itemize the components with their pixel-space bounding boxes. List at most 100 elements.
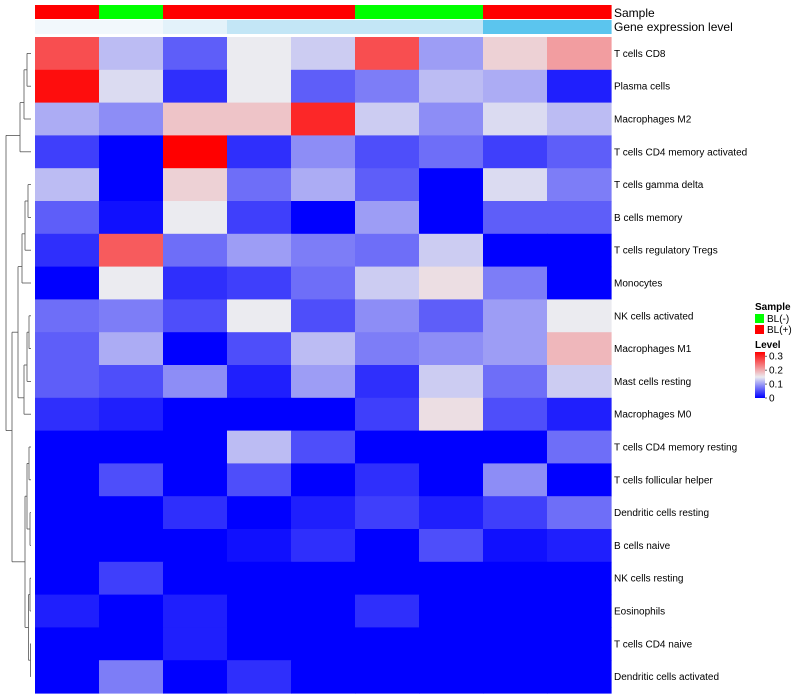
heatmap-cell — [291, 627, 356, 661]
heatmap-cell — [547, 37, 612, 71]
heatmap-cell — [291, 102, 356, 136]
heatmap-cell — [419, 168, 484, 202]
row-label: Dendritic cells activated — [614, 672, 719, 683]
heatmap-cell — [547, 332, 612, 366]
row-label: T cells CD4 memory activated — [614, 147, 747, 158]
row-label: Eosinophils — [614, 607, 665, 618]
heatmap-cell — [483, 496, 548, 530]
heatmap-cell — [99, 594, 164, 628]
heatmap-cell — [35, 627, 100, 661]
heatmap-cell — [227, 102, 292, 136]
row-label: Plasma cells — [614, 82, 670, 93]
gene-expression-annotation-cell — [419, 20, 484, 34]
row-label: NK cells activated — [614, 311, 693, 322]
heatmap-cell — [227, 594, 292, 628]
heatmap-cell — [163, 627, 228, 661]
level-colorbar: 0.3 0.2 0.1 0 — [755, 352, 783, 405]
heatmap-cell — [99, 69, 164, 104]
heatmap-cell — [35, 299, 100, 333]
heatmap-cell — [483, 660, 548, 694]
heatmap-cell — [547, 365, 612, 399]
row-label: T cells CD4 naive — [614, 639, 693, 650]
heatmap-cell — [419, 430, 484, 464]
colorbar-tick-label: 0 — [769, 394, 775, 405]
sample-annotation-cell — [163, 5, 228, 19]
heatmap-cell — [163, 660, 228, 694]
heatmap-cell — [419, 69, 484, 104]
heatmap-cell — [291, 168, 356, 202]
heatmap-cell — [291, 561, 356, 596]
row-label: T cells CD4 memory resting — [614, 443, 737, 454]
heatmap-cell — [35, 365, 100, 399]
gene-expression-annotation-cell — [291, 20, 356, 34]
heatmap-cell — [355, 365, 420, 399]
heatmap-cell — [419, 201, 484, 235]
heatmap-cell — [163, 201, 228, 235]
heatmap-cell — [163, 594, 228, 628]
heatmap-cell — [547, 496, 612, 530]
heatmap-cell — [547, 233, 612, 268]
legend-label-bl-pos: BL(+) — [767, 325, 792, 336]
legend-title-level: Level — [755, 340, 781, 351]
heatmap-cell — [547, 561, 612, 596]
heatmap-cell — [355, 201, 420, 235]
heatmap-cell — [419, 496, 484, 530]
legend-label-bl-neg: BL(-) — [767, 314, 789, 325]
heatmap-cell — [163, 430, 228, 464]
sample-annotation-cell — [483, 5, 548, 19]
heatmap-cell — [355, 529, 420, 563]
heatmap-cell — [547, 397, 612, 432]
heatmap-cell — [35, 69, 100, 104]
heatmap-cell — [163, 233, 228, 268]
gene-expression-annotation-cell — [483, 20, 548, 34]
heatmap-cell — [547, 135, 612, 169]
heatmap-cell — [547, 430, 612, 464]
row-label: T cells CD8 — [614, 49, 666, 60]
heatmap-cell — [163, 266, 228, 300]
heatmap-cell — [99, 627, 164, 661]
heatmap-cell — [99, 168, 164, 202]
heatmap-cell — [355, 660, 420, 694]
heatmap-cell — [99, 102, 164, 136]
heatmap-cell — [291, 397, 356, 432]
heatmap-cell — [163, 69, 228, 104]
heatmap-cell — [163, 365, 228, 399]
heatmap-cell — [291, 463, 356, 497]
legend-title-sample: Sample — [755, 302, 791, 313]
heatmap-cell — [35, 463, 100, 497]
legends: Sample BL(-) BL(+) Level 0.3 0.2 0.1 0 — [755, 302, 792, 405]
heatmap-cell — [547, 660, 612, 694]
heatmap-cell — [419, 299, 484, 333]
annotation-label-gene-expression-level: Gene expression level — [614, 20, 733, 34]
heatmap-cell — [227, 168, 292, 202]
heatmap-cell — [35, 561, 100, 596]
heatmap-cell — [547, 529, 612, 563]
heatmap-cell — [419, 627, 484, 661]
heatmap-cell — [419, 463, 484, 497]
heatmap-cell — [227, 69, 292, 104]
annotation-label-sample: Sample — [614, 6, 655, 20]
heatmap-cell — [227, 561, 292, 596]
legend-swatch-bl-pos — [755, 325, 764, 334]
heatmap-cell — [419, 37, 484, 71]
heatmap-cell — [547, 266, 612, 300]
heatmap-cell — [547, 69, 612, 104]
heatmap-cell — [419, 135, 484, 169]
heatmap-cell — [35, 660, 100, 694]
heatmap-cell — [163, 463, 228, 497]
heatmap-cell — [547, 102, 612, 136]
sample-annotation-cell — [99, 5, 164, 19]
sample-annotation-cell — [227, 5, 292, 19]
heatmap-cell — [483, 168, 548, 202]
gene-expression-annotation-cell — [35, 20, 100, 34]
heatmap-cell — [291, 594, 356, 628]
heatmap-cell — [419, 529, 484, 563]
heatmap-cell — [419, 397, 484, 432]
heatmap-cell — [355, 463, 420, 497]
heatmap-cell — [483, 332, 548, 366]
heatmap-cell — [227, 463, 292, 497]
heatmap-cell — [163, 168, 228, 202]
row-label: Dendritic cells resting — [614, 508, 709, 519]
heatmap-cell — [483, 430, 548, 464]
heatmap-cell — [483, 37, 548, 71]
